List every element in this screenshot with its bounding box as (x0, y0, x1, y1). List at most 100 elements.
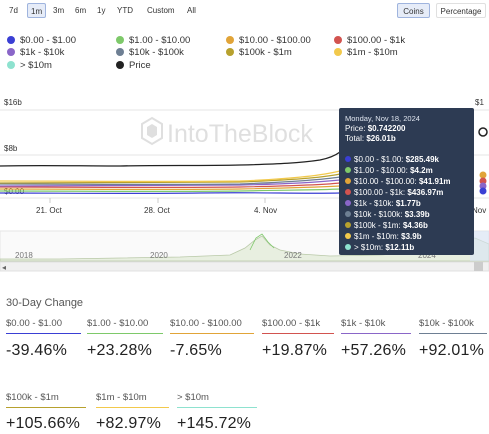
tooltip-price: Price: $0.742200 (345, 124, 406, 133)
tooltip-row: $10.00 - $100.00: $41.91m (345, 177, 451, 186)
change-underline (6, 333, 81, 334)
series-1k-10k-line (0, 179, 341, 187)
tooltip-row: $100.00 - $1k: $436.97m (345, 188, 443, 197)
legend-item-100-1k[interactable]: $100.00 - $1k (334, 35, 405, 46)
change-value: -39.46% (6, 342, 67, 359)
legend-item-1m-10m[interactable]: $1m - $10m (334, 47, 398, 58)
x-axis-label-1: 28. Oct (144, 206, 170, 215)
legend-dot (7, 36, 15, 44)
watermark-text: IntoTheBlock (167, 120, 313, 148)
tooltip-dot (345, 244, 351, 250)
tooltip-date: Monday, Nov 18, 2024 (345, 114, 420, 123)
scrollbar-thumb[interactable] (474, 262, 483, 271)
range-1m-button[interactable]: 1m (27, 3, 47, 18)
change-label: $100k - $1m (6, 392, 59, 403)
navigator-year-label: 2022 (284, 251, 302, 260)
series-1m-10m-line (0, 170, 341, 183)
legend-dot (116, 36, 124, 44)
legend-dot (226, 48, 234, 56)
change-value: +145.72% (177, 415, 252, 432)
range-3m-button[interactable]: 3m (53, 6, 65, 15)
range-ytd-button[interactable]: YTD (117, 6, 133, 15)
change-underline (170, 333, 254, 334)
legend-dot (334, 48, 342, 56)
tooltip-dot (345, 222, 351, 228)
series-point-marker (479, 177, 487, 185)
series-1-10-line (0, 188, 341, 193)
change-label: > $10m (177, 392, 209, 403)
change-label: $1m - $10m (96, 392, 147, 403)
tooltip-dot (345, 233, 351, 239)
navigator-spike (249, 233, 275, 251)
range-custom-button[interactable]: Custom (147, 6, 175, 15)
legend-item-100k-1m[interactable]: $100k - $1m (226, 47, 292, 58)
legend-item-10m-plus[interactable]: > $10m (7, 60, 52, 71)
tooltip-dot (345, 200, 351, 206)
tooltip-dot (345, 156, 351, 162)
legend-item-10k-100k[interactable]: $10k - $100k (116, 47, 184, 58)
legend-dot (7, 48, 15, 56)
legend-dot (7, 61, 15, 69)
y-axis-right-label: $1 (475, 98, 484, 107)
navigator-year-label: 2020 (150, 251, 168, 260)
tooltip-row: $1m - $10m: $3.9b (345, 232, 422, 241)
tooltip-row: $0.00 - $1.00: $285.49k (345, 155, 439, 164)
price-point-marker (478, 127, 488, 137)
chart-tooltip: Monday, Nov 18, 2024 Price: $0.742200 To… (339, 108, 474, 255)
tooltip-row: $1k - $10k: $1.77b (345, 199, 421, 208)
x-axis-label-3: Nov (472, 206, 487, 215)
range-6m-button[interactable]: 6m (75, 6, 87, 15)
change-underline (177, 407, 257, 408)
legend-item-0-1[interactable]: $0.00 - $1.00 (7, 35, 76, 46)
legend-dot (334, 36, 342, 44)
y-axis-top-label: $16b (4, 98, 22, 107)
tooltip-row: $1.00 - $10.00: $4.2m (345, 166, 433, 175)
change-value: +105.66% (6, 415, 81, 432)
series-point-marker (479, 182, 487, 190)
range-7d-button[interactable]: 7d (9, 6, 18, 15)
change-underline (6, 407, 86, 408)
tooltip-row: $100k - $1m: $4.36b (345, 221, 428, 230)
series-10-100-line (0, 185, 341, 191)
change-label: $1.00 - $10.00 (87, 318, 149, 329)
section-title: 30-Day Change (6, 297, 84, 309)
change-underline (87, 333, 163, 334)
percentage-mode-button[interactable]: Percentage (436, 3, 486, 18)
change-label: $10.00 - $100.00 (170, 318, 242, 329)
legend-dot (116, 48, 124, 56)
tooltip-row: > $10m: $12.11b (345, 243, 414, 252)
navigator-selection[interactable] (470, 231, 489, 261)
legend-item-price[interactable]: Price (116, 60, 151, 71)
change-underline (262, 333, 334, 334)
legend-item-1k-10k[interactable]: $1k - $10k (7, 47, 64, 58)
legend-dot (116, 61, 124, 69)
series-100-1k-line (0, 182, 341, 189)
scroll-left-arrow-icon[interactable]: ◂ (2, 263, 6, 272)
legend-item-1-10[interactable]: $1.00 - $10.00 (116, 35, 190, 46)
legend-item-10-100[interactable]: $10.00 - $100.00 (226, 35, 311, 46)
change-value: +82.97% (96, 415, 162, 432)
navigator-year-label: 2018 (15, 251, 33, 260)
change-label: $1k - $10k (341, 318, 386, 329)
change-label: $100.00 - $1k (262, 318, 321, 329)
watermark-logo (141, 116, 163, 146)
change-underline (341, 333, 411, 334)
stacked-holdings-chart: IntoTheBlock ◂ (0, 109, 489, 272)
change-value: +23.28% (87, 342, 153, 359)
tooltip-dot (345, 211, 351, 217)
y-axis-mid-label: $8b (4, 144, 18, 153)
series-100k-1m-line (0, 173, 341, 184)
change-label: $0.00 - $1.00 (6, 318, 62, 329)
tooltip-dot (345, 167, 351, 173)
coins-mode-button[interactable]: Coins (397, 3, 430, 18)
series-point-marker (479, 171, 487, 179)
tooltip-dot (345, 189, 351, 195)
series-10k-100k-line (0, 176, 341, 186)
range-1y-button[interactable]: 1y (97, 6, 106, 15)
tooltip-dot (345, 178, 351, 184)
change-value: +19.87% (262, 342, 328, 359)
x-axis-label-0: 21. Oct (36, 206, 62, 215)
range-all-button[interactable]: All (187, 6, 196, 15)
x-axis-label-2: 4. Nov (254, 206, 278, 215)
navigator-scrollbar[interactable] (0, 261, 489, 272)
